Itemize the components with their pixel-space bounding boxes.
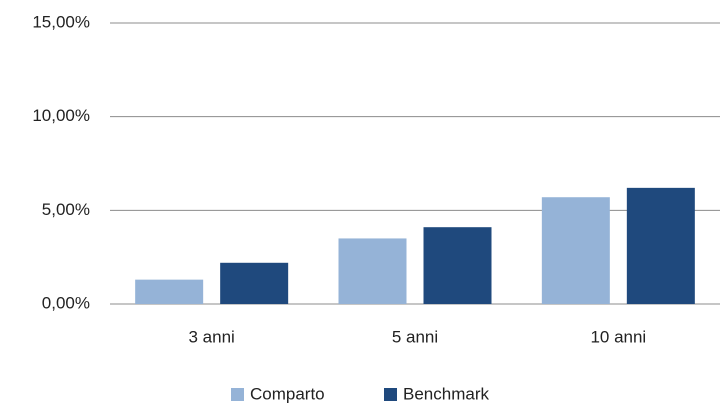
y-tick-label: 0,00% [42,293,90,312]
legend-swatch [231,388,244,401]
x-tick-label: 5 anni [392,327,438,346]
bar [423,227,492,304]
y-tick-label: 15,00% [32,12,90,31]
legend-swatch [384,388,397,401]
legend-label: Comparto [250,384,325,403]
bar [135,279,204,304]
x-tick-label: 3 anni [189,327,235,346]
bar [626,187,695,304]
bar [338,238,407,304]
y-tick-label: 5,00% [42,200,90,219]
bar [541,197,610,304]
y-tick-label: 10,00% [32,106,90,125]
legend-label: Benchmark [403,384,489,403]
bar [220,262,289,304]
x-tick-label: 10 anni [590,327,646,346]
